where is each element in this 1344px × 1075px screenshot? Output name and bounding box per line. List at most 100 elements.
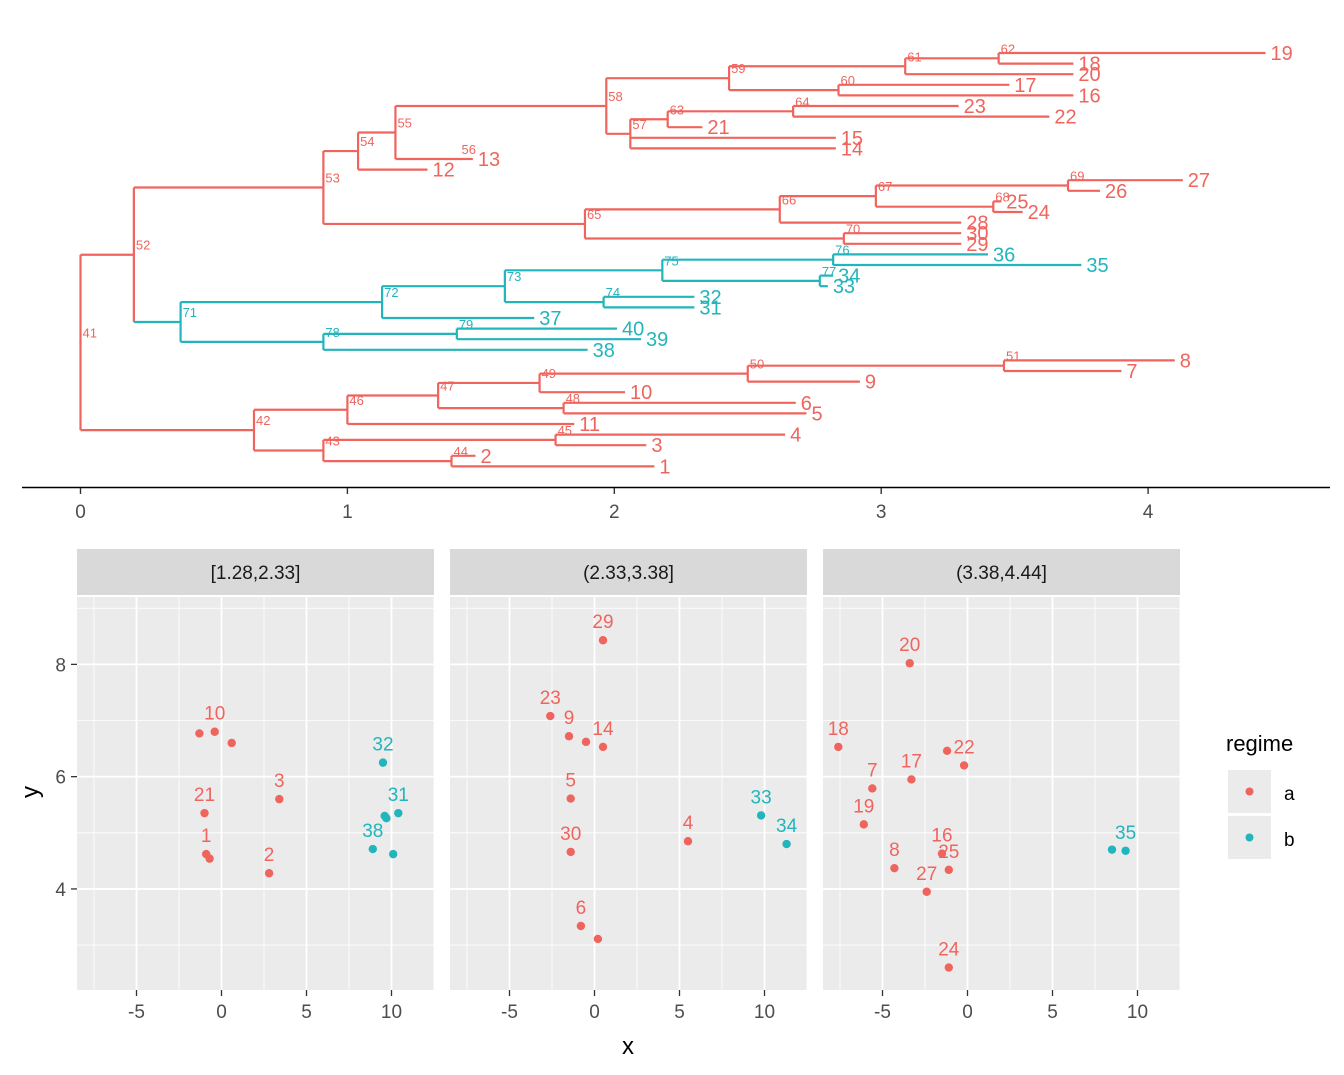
scatter-point-label: 8 (889, 840, 900, 861)
tree-internal-node-label: 62 (1001, 41, 1015, 56)
scatter-point-label: 22 (954, 737, 975, 758)
tree-tip-label: 27 (1188, 170, 1210, 192)
tree-internal-node-label: 64 (795, 94, 809, 109)
tree-tip-label: 26 (1105, 181, 1127, 203)
scatter-point (227, 738, 236, 748)
tree-tip-label: 14 (841, 138, 863, 160)
tree-tip-label: 35 (1086, 255, 1108, 277)
y-axis-tick-label: 4 (55, 880, 66, 901)
scatter-point (859, 820, 868, 829)
tree-internal-node-label: 65 (587, 207, 601, 222)
tree-tip-label: 25 (1006, 191, 1028, 213)
scatter-point-label: 14 (592, 719, 614, 740)
tree-tip-label: 31 (699, 297, 721, 319)
scatter-point-label: 2 (264, 845, 275, 866)
y-axis-tick-label: 6 (55, 768, 66, 789)
x-axis-tick-label: -5 (501, 1002, 518, 1023)
scatter-point (210, 727, 219, 736)
scatter-point (937, 849, 947, 858)
x-axis-tick-label: 0 (589, 1002, 600, 1023)
scatter-point-label: 7 (867, 760, 878, 781)
facet-strip-label: (2.33,3.38] (583, 563, 674, 584)
scatter-point-label: 29 (592, 612, 613, 633)
facet-panel-background (823, 597, 1180, 990)
tree-tip-label: 9 (865, 372, 876, 394)
x-axis-tick-label: -5 (874, 1002, 891, 1023)
tree-internal-node-label: 59 (731, 61, 745, 76)
tree-internal-node-label: 43 (325, 434, 339, 449)
tree-internal-node-label: 69 (1070, 169, 1084, 184)
scatter-point (576, 921, 586, 931)
tree-x-axis: 0 1 2 3 4 (22, 486, 1330, 523)
x-axis-title: x (622, 1033, 634, 1060)
scatter-point-label: 38 (362, 821, 383, 842)
tree-internal-node-label: 70 (846, 222, 860, 237)
tree-tip-label: 30 (966, 223, 988, 245)
tree-axis-tick-label: 1 (342, 502, 353, 523)
scatter-point (922, 887, 931, 896)
tree-internal-node-label: 77 (822, 264, 836, 279)
tree-tip-label: 13 (478, 149, 500, 171)
tree-tip-label: 22 (1054, 107, 1076, 129)
tree-internal-node-label: 48 (566, 391, 580, 406)
scatter-point-label: 6 (576, 898, 587, 919)
scatter-point-label: 18 (828, 719, 849, 740)
scatter-point (564, 732, 574, 741)
tree-tip-label: 1 (659, 456, 670, 478)
tree-internal-node-label: 52 (136, 238, 150, 253)
scatter-point (959, 761, 969, 770)
tree-internal-node-label: 44 (453, 444, 467, 459)
scatter-point (394, 808, 403, 818)
scatter-point-label: 25 (938, 842, 959, 863)
scatter-point (944, 865, 953, 875)
y-axis-title: y (17, 786, 44, 798)
tree-tip-label: 21 (707, 117, 729, 139)
scatter-point-label: 9 (564, 708, 575, 729)
tree-tip-label: 6 (801, 393, 812, 415)
tree-tip-label: 20 (1078, 64, 1100, 86)
scatter-point-label: 16 (931, 826, 952, 847)
tree-tip-label: 12 (432, 160, 454, 182)
scatter-point (1121, 846, 1130, 855)
scatter-point (834, 742, 843, 752)
tree-internal-node-label: 41 (83, 325, 97, 340)
tree-internal-node-label: 60 (840, 73, 854, 88)
scatter-point-label: 27 (916, 864, 937, 885)
tree-tip-label: 40 (622, 319, 644, 341)
x-axis-tick-label: 0 (962, 1002, 973, 1023)
tree-internal-node-label: 61 (907, 49, 921, 64)
tree-tip-label: 38 (593, 340, 615, 362)
scatter-point-label: 19 (853, 796, 874, 817)
legend-swatch-a (1245, 787, 1254, 796)
tree-tip-label: 5 (811, 403, 822, 425)
tree-internal-node-label: 45 (558, 423, 572, 438)
facet-strip-label: [1.28,2.33] (211, 563, 301, 584)
y-axis-tick-label: 8 (55, 655, 66, 676)
scatter-point-label: 4 (683, 813, 694, 834)
tree-internal-node-label: 46 (349, 393, 363, 408)
scatter-point (275, 794, 284, 804)
tree-tip-label: 19 (1271, 43, 1293, 65)
scatter-point (368, 844, 377, 854)
scatter-point (566, 847, 575, 857)
tree-internal-node-label: 76 (835, 243, 849, 258)
scatter-point (566, 794, 575, 803)
scatter-point-label: 32 (372, 735, 393, 756)
tree-internal-node-label: 58 (608, 89, 622, 104)
tree-internal-node-label: 67 (878, 179, 892, 194)
x-axis-tick-label: 5 (1047, 1002, 1058, 1023)
x-axis-tick-label: 10 (1127, 1002, 1148, 1023)
scatter-point (942, 746, 952, 756)
tree-tip-label: 24 (1028, 202, 1050, 224)
scatter-point-label: 33 (751, 787, 772, 808)
scatter-point (782, 839, 791, 849)
tree-internal-node-label: 51 (1006, 349, 1020, 364)
legend-label-b: b (1284, 830, 1295, 851)
scatter-point-label: 3 (274, 771, 285, 792)
facet-panel-background (77, 597, 434, 990)
tree-tip-label: 16 (1078, 85, 1100, 107)
scatter-point (378, 758, 388, 767)
